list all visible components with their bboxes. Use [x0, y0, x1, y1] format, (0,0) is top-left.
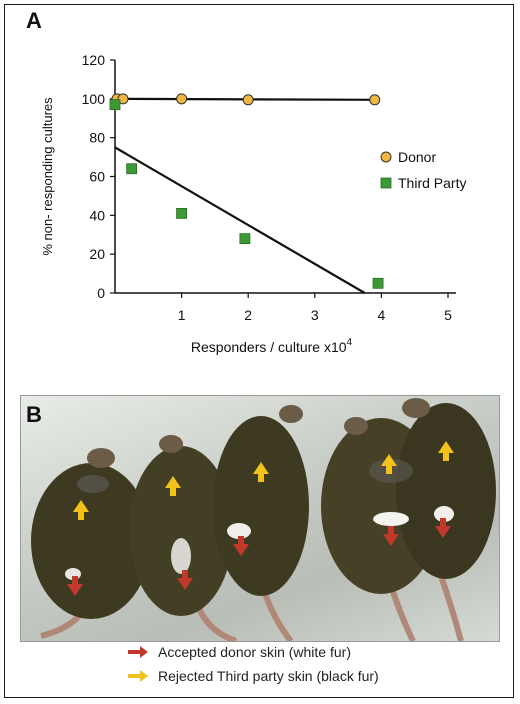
data-point-donor	[117, 93, 129, 105]
red-arrow-icon	[128, 646, 148, 658]
data-point-donor	[242, 94, 254, 106]
x-tick-label: 5	[444, 307, 452, 323]
legend-text-rejected: Rejected Third party skin (black fur)	[158, 668, 379, 684]
y-tick-label: 20	[89, 246, 105, 262]
x-tick-label: 2	[244, 307, 252, 323]
data-point-third-party	[176, 207, 188, 219]
red-arrow-icon	[233, 536, 249, 556]
y-tick-label: 60	[89, 169, 105, 185]
mice-illustration	[31, 398, 496, 641]
red-arrow-icon	[435, 518, 451, 538]
mouse-body	[31, 463, 151, 619]
y-tick-label: 100	[82, 91, 106, 107]
mouse-ear	[402, 398, 430, 418]
yellow-arrow-icon	[165, 476, 181, 496]
photo-legend: Accepted donor skin (white fur) Rejected…	[128, 640, 428, 688]
donor-skin-patch	[373, 512, 409, 526]
y-axis-label: % non- responding cultures	[40, 97, 55, 256]
legend-row-accepted: Accepted donor skin (white fur)	[128, 640, 428, 664]
mouse-ear	[87, 448, 115, 468]
legend-label-donor: Donor	[398, 149, 436, 165]
legend-marker-third-party	[380, 177, 392, 189]
mouse-tail	[438, 575, 464, 641]
yellow-arrow-icon	[73, 500, 89, 520]
data-point-third-party	[126, 163, 138, 175]
red-arrow-icon	[67, 576, 83, 596]
panel-a-label: A	[26, 8, 42, 33]
legend-text-accepted: Accepted donor skin (white fur)	[158, 644, 351, 660]
mice-skin-graft-photo	[20, 395, 500, 642]
mouse-body	[129, 446, 233, 616]
x-tick-label: 4	[378, 307, 386, 323]
figure-frame	[4, 4, 514, 698]
legend-row-rejected: Rejected Third party skin (black fur)	[128, 664, 428, 688]
red-arrow-icon	[383, 526, 399, 546]
x-tick-label: 1	[178, 307, 186, 323]
fit-line-third-party	[114, 146, 366, 294]
y-tick-label: 40	[89, 207, 105, 223]
mouse-ear	[279, 405, 303, 423]
yellow-arrow-icon	[253, 462, 269, 482]
mouse-ear	[344, 417, 368, 435]
x-tick-label: 3	[311, 307, 319, 323]
x-axis-label: Responders / culture x104	[191, 337, 353, 355]
legend-marker-donor	[380, 151, 392, 163]
red-arrow-icon	[177, 570, 193, 590]
yellow-arrow-icon	[438, 441, 454, 461]
legend-label-third-party: Third Party	[398, 175, 466, 191]
x-axis-label-superscript: 4	[347, 337, 353, 348]
data-point-third-party	[239, 233, 251, 245]
yellow-arrow-icon	[128, 670, 148, 682]
y-tick-label: 80	[89, 130, 105, 146]
panel-b-label: B	[26, 402, 42, 427]
data-point-third-party	[372, 277, 384, 289]
donor-skin-patch	[171, 538, 191, 574]
yellow-arrow-icon	[381, 454, 397, 474]
scatter-chart: 0 20 40 60 80 100 120 1 2 3 4 5 % non- responding cu…	[40, 52, 466, 355]
mouse-body	[213, 416, 309, 596]
y-tick-label: 120	[82, 52, 106, 68]
data-point-donor	[176, 93, 188, 105]
mouse-tail	[388, 585, 416, 641]
data-point-third-party	[109, 99, 121, 111]
data-point-donor	[369, 94, 381, 106]
y-tick-label: 0	[97, 285, 105, 301]
accepted-arrows	[67, 518, 451, 596]
mouse-body	[396, 403, 496, 579]
donor-skin-patch	[434, 506, 454, 522]
rejected-arrows	[73, 441, 454, 520]
mouse-ear	[159, 435, 183, 453]
donor-skin-patch	[227, 523, 251, 539]
rejected-skin-patch	[77, 475, 109, 493]
